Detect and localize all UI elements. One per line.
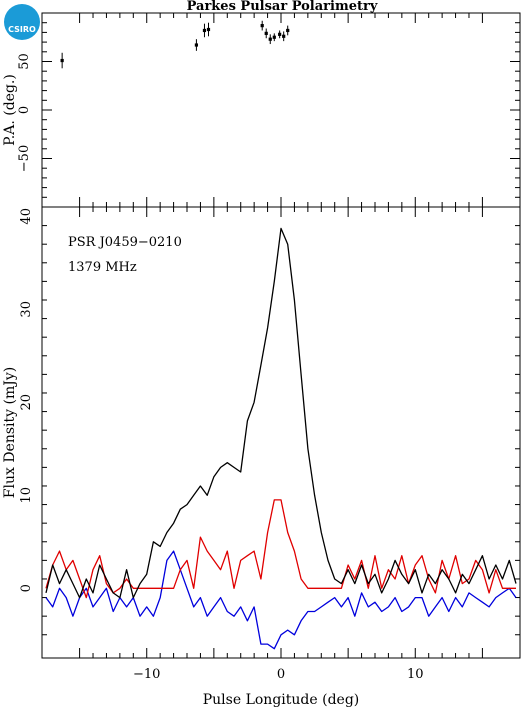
pa-point [268, 34, 272, 45]
y-tick-label: −50 [17, 145, 32, 172]
csiro-logo: CSIRO [4, 4, 40, 40]
x-tick-label: 10 [407, 667, 424, 682]
y-tick-label: 50 [17, 53, 32, 70]
pa-marker [202, 28, 207, 33]
pa-panel: −50 0 50 P.A. (deg.) [2, 12, 521, 208]
pa-marker [194, 43, 199, 47]
pa-point [286, 25, 290, 36]
y-tick-label: 0 [19, 584, 34, 592]
pa-point [278, 30, 282, 39]
pa-point [282, 31, 286, 42]
annotation-0: PSR J0459−0210 [68, 235, 182, 250]
pa-marker [260, 24, 264, 28]
y-tick-label: 10 [19, 487, 34, 504]
flux-xlabel: Pulse Longitude (deg) [203, 692, 360, 708]
pa-marker [206, 27, 211, 32]
pa-point [206, 22, 211, 37]
y-tick-label: 0 [17, 106, 32, 114]
pa-point [260, 20, 264, 31]
y-tick-label: 30 [19, 301, 34, 318]
flux-ylabel: Flux Density (mJy) [2, 367, 18, 498]
pa-point [194, 39, 199, 51]
x-tick-label: −10 [133, 667, 160, 682]
pa-ylabel: P.A. (deg.) [2, 74, 18, 146]
pa-marker [282, 34, 286, 38]
x-tick-label: 0 [277, 667, 285, 682]
flux-panel: −10 0 10 0 10 20 30 40 Flux Density (mJy) Pulse L… [2, 206, 521, 708]
y-tick-label: 20 [19, 394, 34, 411]
annotation-1: 1379 MHz [68, 260, 137, 275]
pa-point [272, 33, 276, 42]
pa-marker [268, 37, 272, 41]
pa-marker [272, 35, 276, 39]
flux-series-1 [45, 499, 516, 599]
chart-title: Parkes Pulsar Polarimetry [187, 0, 378, 14]
pa-marker [286, 28, 290, 33]
csiro-logo-text: CSIRO [8, 25, 36, 34]
y-tick-label: 40 [19, 208, 34, 225]
pa-point [60, 52, 64, 69]
pa-marker [60, 58, 64, 63]
pa-marker [278, 32, 282, 36]
pa-marker [264, 31, 268, 35]
pa-frame [41, 12, 521, 208]
pa-point [264, 28, 268, 39]
flux-series-0 [45, 227, 517, 599]
pa-point [202, 23, 207, 38]
flux-series-2 [45, 550, 517, 650]
